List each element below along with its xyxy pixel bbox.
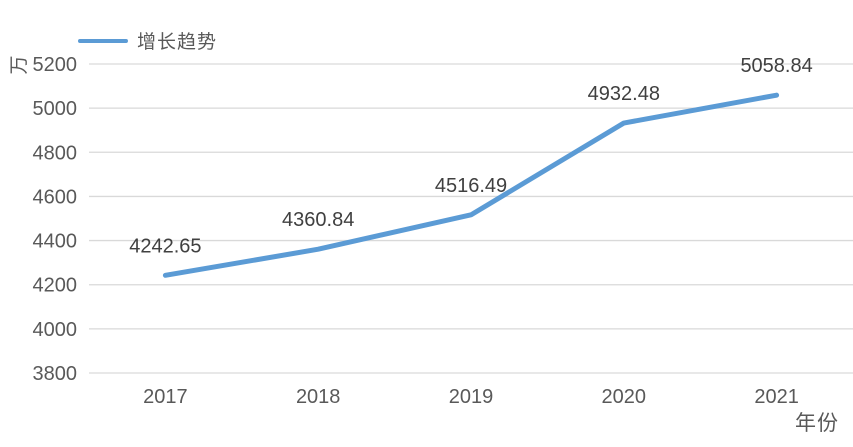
y-tick-label: 4200 xyxy=(33,275,78,297)
x-tick-label: 2018 xyxy=(296,386,341,408)
data-label: 4516.49 xyxy=(435,175,507,197)
y-tick-label: 3800 xyxy=(33,363,78,385)
data-label: 4360.84 xyxy=(282,209,354,231)
y-tick-label: 5000 xyxy=(33,98,78,120)
legend[interactable]: 增长趋势 xyxy=(78,27,217,54)
x-tick-label: 2019 xyxy=(449,386,494,408)
data-label: 4242.65 xyxy=(129,235,201,257)
legend-label: 增长趋势 xyxy=(137,32,218,53)
y-tick-label: 5200 xyxy=(33,54,78,76)
y-tick-label: 4000 xyxy=(33,319,78,341)
x-tick-label: 2020 xyxy=(602,386,647,408)
legend-line-marker xyxy=(78,38,128,43)
y-tick-label: 4600 xyxy=(33,186,78,208)
trend-line[interactable] xyxy=(162,92,780,278)
data-label: 5058.84 xyxy=(740,55,812,77)
x-axis-title: 年份 xyxy=(795,412,839,435)
x-tick-label: 2021 xyxy=(754,386,799,408)
x-tick-label: 2017 xyxy=(143,386,188,408)
data-label: 4932.48 xyxy=(588,83,660,105)
y-tick-label: 4400 xyxy=(33,231,78,253)
y-tick-label: 4800 xyxy=(33,142,78,164)
